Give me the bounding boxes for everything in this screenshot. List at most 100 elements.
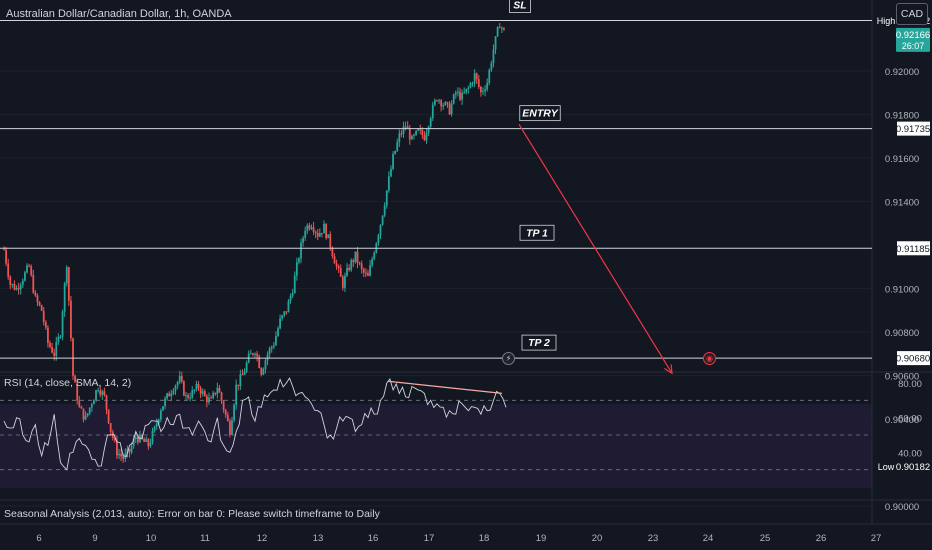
candle-body [132, 439, 135, 447]
candle-body [189, 397, 192, 399]
candle-body [270, 346, 273, 349]
currency-button[interactable]: CAD [896, 3, 928, 25]
price-tick-label: 0.90000 [885, 502, 919, 513]
lightning-icon[interactable]: ⚡ [502, 352, 515, 365]
alert-icon[interactable]: ◉ [703, 352, 716, 365]
candle-body [245, 362, 248, 372]
time-tick-label: 16 [368, 533, 379, 544]
candle-body [187, 395, 189, 398]
candle-body [99, 390, 102, 395]
candle-body [283, 311, 286, 316]
candle-body [197, 384, 200, 388]
candle-body [93, 400, 95, 405]
candle-body [367, 273, 369, 276]
candle-body [394, 150, 397, 154]
time-tick-label: 10 [146, 533, 157, 544]
candle-body [237, 384, 240, 387]
candle-body [13, 284, 16, 290]
candle-body [427, 126, 430, 133]
rsi-divergence-line [387, 380, 503, 395]
candle-body [465, 88, 468, 93]
candle-body [272, 345, 275, 347]
candle-body [49, 342, 51, 347]
candle-body [118, 453, 120, 456]
price-tick-label: 0.92000 [885, 67, 919, 78]
candle-body [348, 267, 351, 270]
tp2-level-badge [897, 351, 930, 366]
time-tick-label: 20 [592, 533, 603, 544]
time-tick-label: 11 [200, 533, 210, 544]
seasonal-analysis-message: Seasonal Analysis (2,013, auto): Error o… [4, 508, 380, 520]
candle-body [53, 352, 56, 356]
candle-body [88, 407, 91, 414]
candle-body [413, 134, 415, 136]
candle-body [229, 421, 231, 435]
candle-body [159, 410, 162, 420]
time-tick-label: 23 [648, 533, 659, 544]
candle-body [477, 79, 480, 87]
candle-body [275, 336, 277, 346]
candle-body [484, 89, 486, 92]
candle-body [74, 375, 77, 383]
candle-body [369, 265, 371, 276]
candle-body [243, 371, 246, 375]
projection-arrow-head [664, 364, 673, 375]
rsi-tick-label: 40.00 [898, 448, 922, 459]
candle-body [205, 396, 208, 403]
candle-body [95, 390, 97, 401]
candle-body [496, 27, 499, 37]
candle-body [360, 263, 363, 270]
candle-body [454, 92, 457, 95]
candle-body [235, 384, 238, 405]
entry-level-badge [897, 121, 930, 136]
candle-body [444, 102, 447, 106]
candle-body [80, 406, 83, 409]
candle-body [448, 103, 451, 115]
candle-body [63, 283, 66, 312]
candle-body [201, 391, 204, 394]
candle-body [147, 439, 150, 447]
candle-body [419, 128, 422, 130]
candle-body [264, 360, 267, 370]
candle-body [469, 83, 472, 88]
candle-body [302, 237, 305, 243]
candle-body [429, 118, 432, 127]
candle-body [9, 276, 12, 286]
candle-body [325, 223, 328, 239]
candle-body [226, 414, 229, 422]
candle-body [500, 27, 503, 29]
level-label-entry: ENTRY [522, 108, 558, 120]
low-label-badge [897, 459, 930, 474]
candle-body [174, 385, 177, 391]
candle-body [185, 395, 187, 397]
candle-body [241, 374, 244, 376]
candle-body [254, 353, 256, 355]
price-tick-label: 0.90600 [885, 372, 919, 383]
low-label-value: 0.90182 [896, 462, 930, 473]
candle-body [67, 267, 70, 301]
rsi-line [3, 377, 507, 471]
candle-body [410, 135, 413, 140]
candle-body [107, 409, 110, 424]
candle-body [298, 258, 300, 263]
candle-body [149, 442, 152, 447]
candle-body [459, 91, 461, 100]
level-label-tp2: TP 2 [528, 337, 550, 349]
candle-body [128, 449, 131, 453]
candle-body [488, 69, 491, 83]
candle-body [392, 153, 394, 169]
candle-body [153, 426, 156, 431]
candle-body [172, 390, 175, 394]
time-tick-label: 13 [313, 533, 324, 544]
high-label-text: High [877, 16, 896, 26]
candle-body [47, 327, 49, 343]
candle-body [256, 353, 258, 357]
last-price-value: 0.92166 [896, 30, 930, 41]
candle-body [168, 393, 171, 397]
candle-body [423, 135, 426, 141]
candle-body [199, 387, 202, 394]
tp2-level-value: 0.90680 [896, 354, 930, 365]
candle-body [433, 100, 436, 105]
candle-body [308, 225, 311, 229]
